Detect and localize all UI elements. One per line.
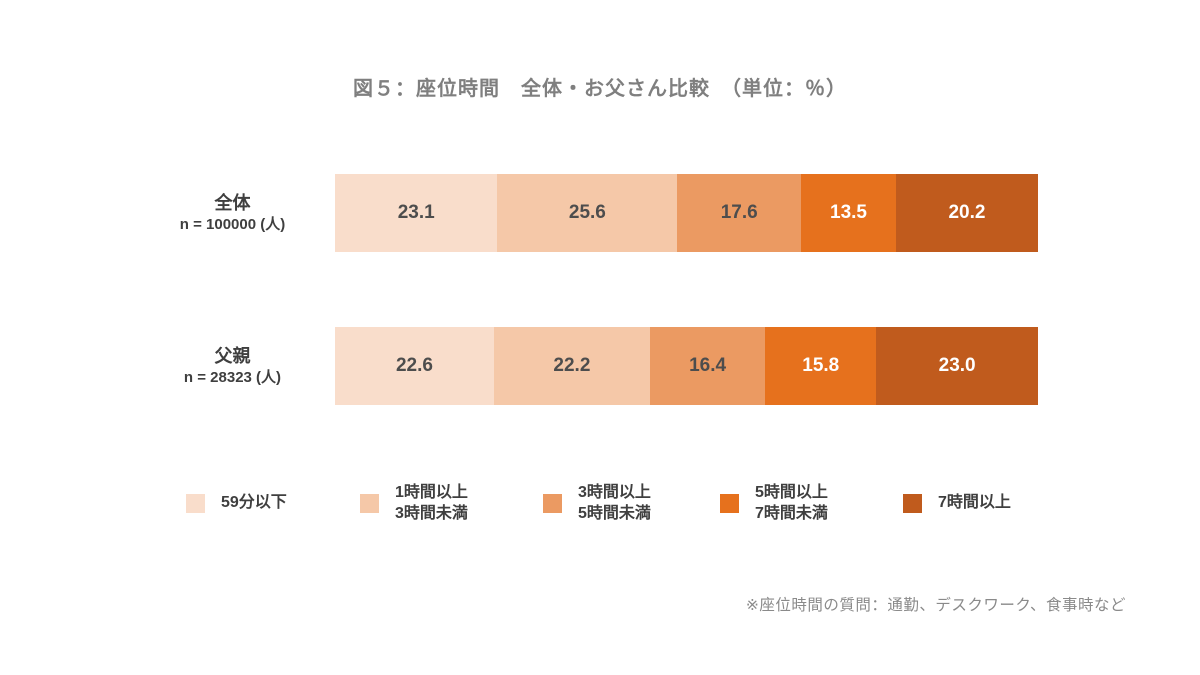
- segment-value-label: 16.4: [689, 355, 727, 376]
- bar-segment: 13.5: [801, 174, 896, 252]
- row-label-chichioya: 父親 n = 28323 (人): [0, 327, 335, 405]
- chart-title: 図５：座位時間 全体・お父さん比較 （単位：％）: [353, 78, 847, 100]
- legend: 59分以下 1時間以上 3時間未満 3時間以上 5時間未満 5時間以上 7時間未…: [0, 483, 1200, 543]
- segment-value-label: 20.2: [948, 202, 986, 223]
- segment-value-label: 22.6: [395, 355, 433, 376]
- legend-label: 5時間以上 7時間未満: [755, 484, 828, 522]
- legend-item: 1時間以上 3時間未満: [360, 483, 468, 525]
- segment-value-label: 22.2: [553, 355, 591, 376]
- bar-segment: 20.2: [895, 174, 1038, 252]
- stacked-bar-zentai: 23.1 25.6 17.6 13.5 20.2: [335, 174, 1038, 252]
- bar-row-chichioya: 父親 n = 28323 (人) 22.6 22.2 16.4 15.8 23.…: [0, 327, 1038, 405]
- legend-swatch: [360, 494, 379, 514]
- legend-item: 7時間以上: [903, 493, 1011, 514]
- legend-item: 59分以下: [186, 493, 287, 514]
- row-sample-size-label: n = 28323 (人): [183, 369, 282, 387]
- segment-value-label: 13.5: [830, 202, 867, 223]
- legend-swatch: [186, 493, 205, 513]
- bar-segment: 15.8: [765, 327, 877, 405]
- row-category-label: 父親: [214, 345, 251, 366]
- bar-segment: 23.1: [335, 174, 498, 252]
- legend-swatch: [543, 494, 562, 514]
- segment-value-label: 23.0: [938, 355, 976, 376]
- segment-value-label: 23.1: [397, 202, 435, 223]
- legend-item: 5時間以上 7時間未満: [720, 483, 828, 525]
- segment-value-label: 17.6: [720, 202, 758, 223]
- legend-item: 3時間以上 5時間未満: [543, 483, 651, 525]
- row-category-label: 全体: [214, 192, 251, 213]
- bar-segment: 23.0: [876, 327, 1038, 405]
- legend-label: 7時間以上: [938, 494, 1011, 511]
- bar-segment: 22.2: [493, 327, 650, 405]
- bar-segment: 22.6: [335, 327, 494, 405]
- bar-segment: 17.6: [677, 174, 802, 252]
- legend-swatch: [720, 494, 739, 514]
- bar-segment: 16.4: [649, 327, 766, 405]
- chart-footnote: ※座位時間の質問：通勤、デスクワーク、食事時など: [745, 597, 1126, 614]
- segment-value-label: 25.6: [568, 202, 606, 223]
- legend-label: 59分以下: [221, 494, 287, 511]
- legend-label: 3時間以上 5時間未満: [578, 484, 651, 522]
- bar-segment: 25.6: [497, 174, 678, 252]
- legend-label: 1時間以上 3時間未満: [395, 484, 468, 522]
- legend-swatch: [903, 493, 922, 513]
- segment-value-label: 15.8: [802, 355, 840, 376]
- bar-row-zentai: 全体 n = 100000 (人) 23.1 25.6 17.6 13.5 20…: [0, 174, 1038, 252]
- row-sample-size-label: n = 100000 (人): [179, 216, 286, 234]
- row-label-zentai: 全体 n = 100000 (人): [0, 174, 335, 252]
- stacked-bar-chichioya: 22.6 22.2 16.4 15.8 23.0: [335, 327, 1038, 405]
